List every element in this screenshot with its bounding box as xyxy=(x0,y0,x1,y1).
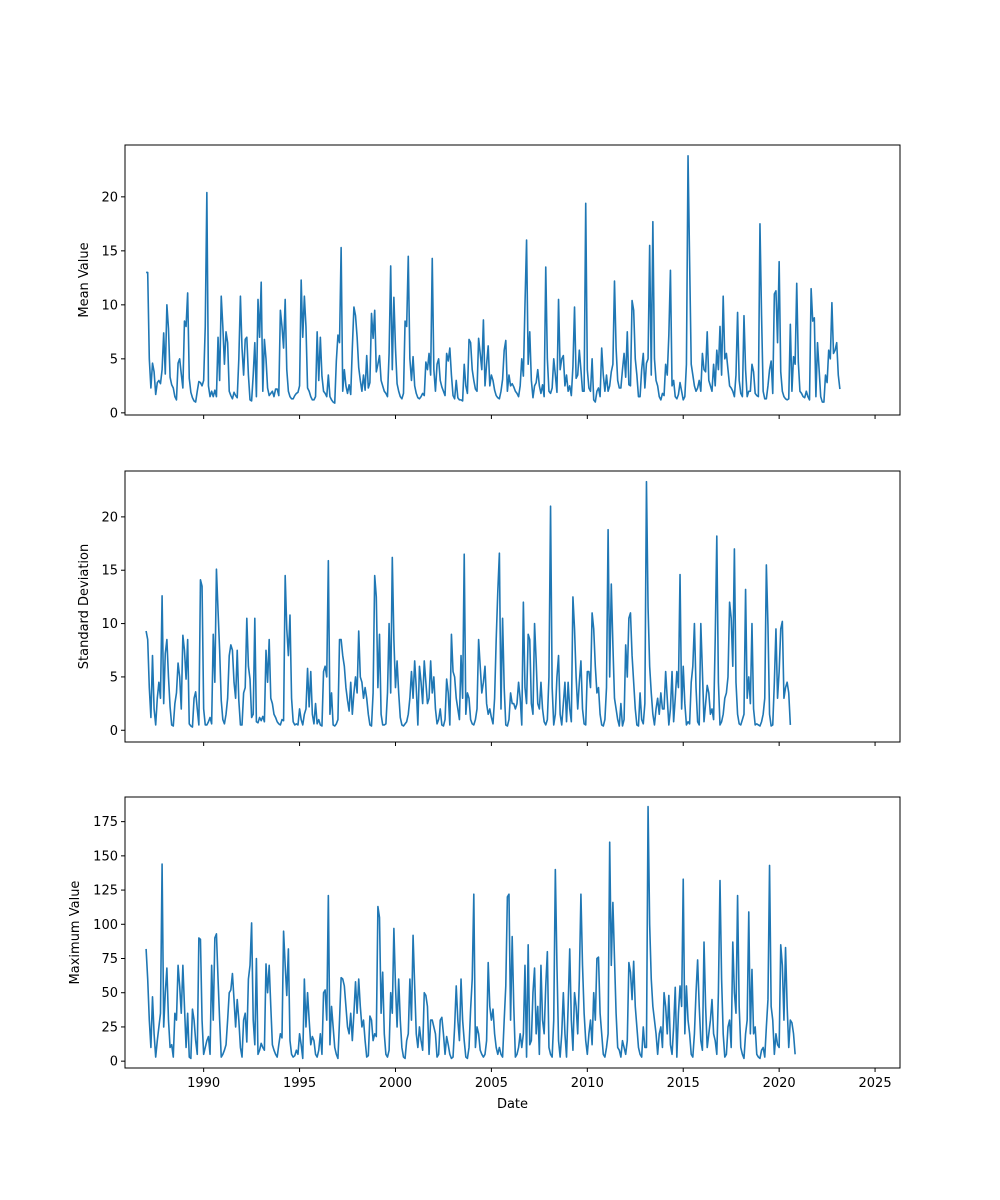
x-tick-label: 2025 xyxy=(859,1076,892,1091)
y-tick-label: 150 xyxy=(93,849,118,864)
plot-frame xyxy=(124,470,901,743)
maximum-value-panel: 0 25 50 75 100 125 150 175 1990 1995 2000 2005 2010… xyxy=(68,796,901,1112)
x-tick-label: 2015 xyxy=(667,1076,700,1091)
series-line xyxy=(145,480,792,728)
x-tick-label: 2010 xyxy=(571,1076,604,1091)
y-tick-label: 5 xyxy=(110,670,118,685)
x-tick-label: 1995 xyxy=(283,1076,316,1091)
y-axis-label: Standard Deviation xyxy=(77,544,92,669)
y-tick-label: 15 xyxy=(101,244,118,259)
y-tick-label: 125 xyxy=(93,884,118,899)
y-tick-label: 25 xyxy=(101,1020,118,1035)
y-tick-label: 0 xyxy=(110,406,118,421)
x-axis xyxy=(203,742,876,746)
y-tick-label: 20 xyxy=(101,510,118,525)
x-tick-label: 2005 xyxy=(475,1076,508,1091)
series-line xyxy=(145,805,796,1060)
y-tick-label: 10 xyxy=(101,617,118,632)
y-tick-label: 10 xyxy=(101,298,118,313)
x-axis-label: Date xyxy=(497,1097,528,1112)
y-tick-label: 175 xyxy=(93,815,118,830)
standard-deviation-panel: 0 5 10 15 20 Standard Deviation xyxy=(77,470,901,746)
x-tick-label: 2020 xyxy=(763,1076,796,1091)
x-axis: 1990 1995 2000 2005 2010 2015 2020 2025 xyxy=(187,1068,892,1091)
y-axis: 0 5 10 15 20 xyxy=(101,190,125,421)
y-tick-label: 15 xyxy=(101,564,118,579)
y-tick-label: 100 xyxy=(93,918,118,933)
y-tick-label: 75 xyxy=(101,952,118,967)
y-tick-label: 20 xyxy=(101,190,118,205)
mean-value-panel: 0 5 10 15 20 Mean Value xyxy=(77,144,901,421)
x-tick-label: 1990 xyxy=(187,1076,220,1091)
x-tick-label: 2000 xyxy=(379,1076,412,1091)
x-axis xyxy=(203,415,876,419)
y-axis: 0 5 10 15 20 xyxy=(101,510,125,739)
y-tick-label: 5 xyxy=(110,352,118,367)
plot-frame xyxy=(124,796,901,1069)
y-tick-label: 0 xyxy=(110,1055,118,1070)
y-axis: 0 25 50 75 100 125 150 175 xyxy=(93,815,125,1070)
plot-frame xyxy=(124,144,901,416)
y-axis-label: Mean Value xyxy=(77,242,92,317)
y-axis-label: Maximum Value xyxy=(68,881,83,985)
y-tick-label: 0 xyxy=(110,724,118,739)
series-line xyxy=(146,155,841,404)
y-tick-label: 50 xyxy=(101,986,118,1001)
